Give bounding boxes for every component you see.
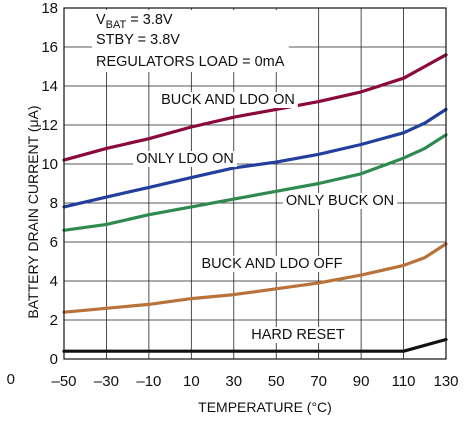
y-tick-label: 12 [41, 117, 58, 134]
y-tick-label: 18 [41, 0, 58, 17]
x-tick-label: 10 [183, 373, 200, 390]
conditions-bg [92, 10, 289, 72]
x-tick-label: 30 [225, 373, 242, 390]
series-label-bg [158, 92, 298, 108]
series-line-4 [62, 337, 448, 353]
plot-frame [63, 7, 447, 360]
series-labels: BUCK AND LDO ON ONLY LDO ON ONLY BUCK ON BU… [133, 92, 398, 343]
series-label-bg [248, 327, 348, 343]
y-tick-label: 10 [41, 156, 58, 173]
series-label-bg [133, 151, 237, 167]
x-tick-label: 130 [433, 373, 458, 390]
y-tick-label: 2 [50, 312, 58, 329]
series-label-3: BUCK AND LDO OFF [202, 256, 343, 272]
series-label-2: ONLY BUCK ON [286, 193, 394, 209]
series-label-bg [198, 256, 346, 272]
x-tick-label: –50 [51, 373, 76, 390]
y-tick-label: 4 [50, 273, 58, 290]
x-tick-label: 90 [353, 373, 370, 390]
series-label-1: ONLY LDO ON [136, 151, 234, 167]
x-tick-label: –30 [94, 373, 119, 390]
series-label-bg [282, 193, 398, 209]
y-tick-label: 8 [50, 195, 58, 212]
y-tick-label: 0 [50, 351, 58, 368]
series-line-3 [62, 242, 448, 314]
series-lines [62, 53, 448, 353]
x-tick-label: 50 [268, 373, 285, 390]
y-tick-label: 6 [50, 234, 58, 251]
y-extra-tick-label: 0 [7, 371, 15, 388]
condition-stby: STBY = 3.8V [96, 32, 180, 48]
y-tick-label: 16 [41, 39, 58, 56]
condition-load: REGULATORS LOAD = 0mA [96, 54, 285, 70]
x-tick-label: 70 [310, 373, 327, 390]
x-axis-label: TEMPERATURE (°C) [198, 399, 332, 415]
series-label-0: BUCK AND LDO ON [161, 92, 295, 108]
series-line-2 [62, 133, 448, 232]
y-axis-label: BATTERY DRAIN CURRENT (μA) [25, 105, 41, 318]
y-tick-label: 14 [41, 78, 58, 95]
axes: 0 2 4 6 8 10 12 14 16 18 –50 –30 –10 10 30 50 70 90 110 130 [41, 0, 458, 390]
x-tick-label: 110 [392, 373, 416, 390]
x-tick-label: –10 [136, 373, 161, 390]
series-label-4: HARD RESET [251, 327, 345, 343]
series-line-1 [62, 107, 448, 209]
series-line-0 [62, 53, 448, 162]
conditions-box: VBAT = 3.8V STBY = 3.8V REGULATORS LOAD … [92, 10, 289, 72]
condition-vbat: VBAT = 3.8V [96, 12, 173, 31]
